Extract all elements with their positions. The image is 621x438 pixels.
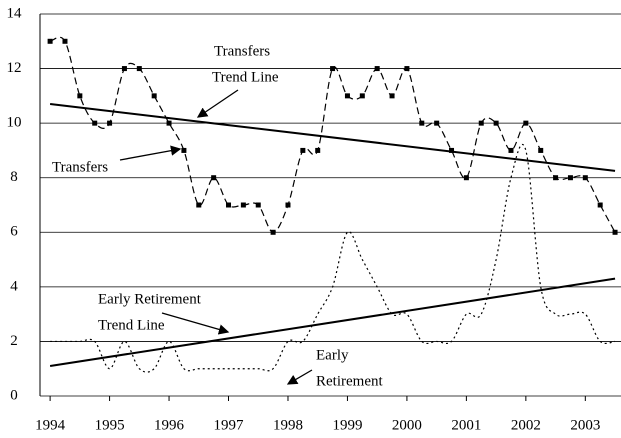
marker [181,147,187,153]
trend-line [49,277,616,367]
x-tick-label: 1994 [35,417,66,433]
annotation: Transfers [52,159,108,175]
marker [166,120,172,126]
marker [47,38,53,44]
y-tick-label: 2 [10,333,18,349]
x-tick-label: 1995 [95,417,125,433]
x-tick-label: 2003 [570,417,600,433]
marker [77,93,83,99]
marker [151,93,157,99]
marker [553,175,559,181]
marker [107,120,113,126]
trend-line [49,103,616,172]
marker [211,175,217,181]
annotation: Transfers [214,43,270,59]
annotation: Trend Line [98,317,165,333]
arrow [119,145,182,161]
x-tick-label: 1997 [214,417,245,433]
x-tick-label: 1998 [273,417,303,433]
y-tick-label: 12 [7,60,22,76]
x-tick-label: 2000 [392,417,422,433]
marker [389,93,395,99]
y-tick-label: 10 [7,115,22,131]
marker [92,120,98,126]
marker [597,202,603,208]
x-tick-label: 1996 [154,417,185,433]
marker [449,147,455,153]
marker [478,120,484,126]
y-tick-label: 8 [10,169,18,185]
marker [493,120,499,126]
marker [419,120,425,126]
x-tick-label: 1999 [332,417,362,433]
marker [582,175,588,181]
annotation-arrows [119,89,313,385]
marker [226,202,232,208]
marker [538,147,544,153]
arrow [196,89,239,118]
marker [136,66,142,72]
annotation: Early Retirement [98,291,202,307]
marker [463,175,469,181]
marker [344,93,350,99]
x-tick-label: 2002 [511,417,541,433]
marker [121,66,127,72]
x-tick-label: 2001 [451,417,481,433]
y-tick-label: 14 [7,5,23,21]
marker [359,93,365,99]
series-line [49,36,616,233]
marker [196,202,202,208]
marker [300,147,306,153]
marker [315,147,321,153]
marker [330,66,336,72]
marker [270,229,276,235]
annotation: Early [316,347,349,363]
series-line [50,143,616,373]
marker [434,120,440,126]
marker [374,66,380,72]
marker [508,147,514,153]
y-tick-label: 4 [10,278,18,294]
marker [612,229,618,235]
arrow [161,312,230,335]
marker [567,175,573,181]
annotation: Retirement [316,373,383,389]
marker [240,202,246,208]
marker [404,66,410,72]
marker [523,120,529,126]
annotation: Trend Line [212,69,279,85]
y-tick-label: 6 [10,224,18,240]
marker [62,38,68,44]
marker [255,202,261,208]
arrow [286,369,313,385]
marker [285,202,291,208]
y-tick-label: 0 [10,387,18,403]
